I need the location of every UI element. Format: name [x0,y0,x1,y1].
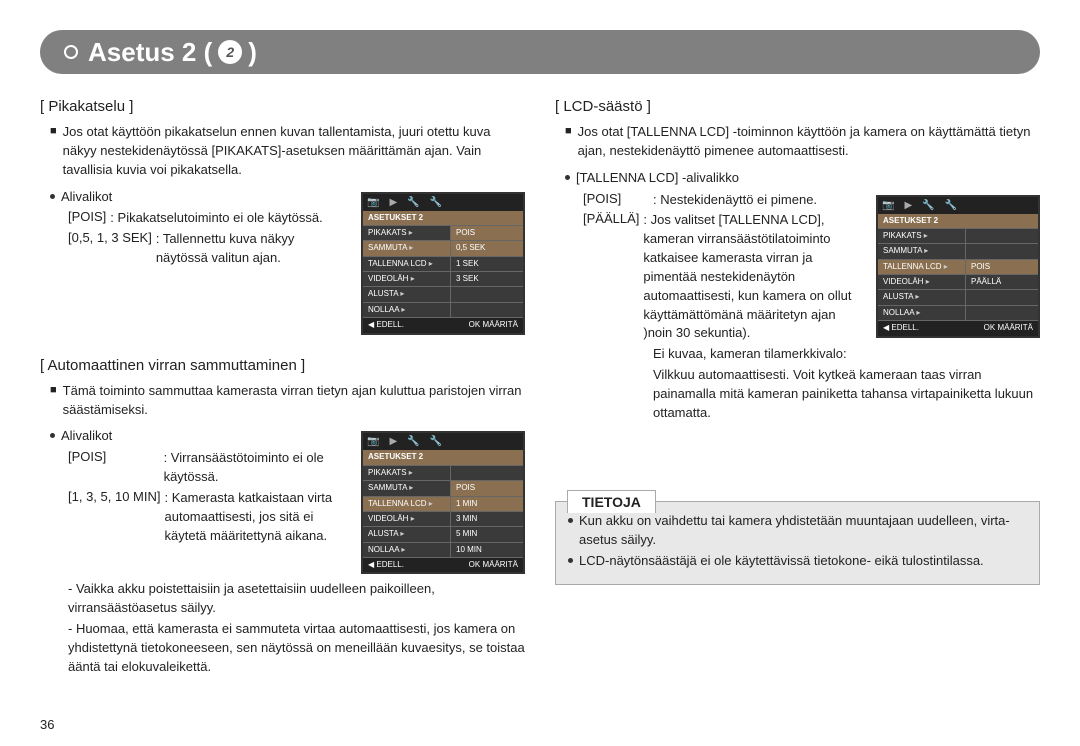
sub-label: Alivalikot [61,427,112,446]
dot-bullet-icon [50,194,55,199]
section-title: [ Pikakatselu ] [40,98,525,115]
dot-bullet-icon [565,175,570,180]
info-bullet: Kun akku on vaihdettu tai kamera yhdiste… [579,512,1027,550]
title-suffix: ) [248,37,257,68]
page-number: 36 [40,717,54,732]
option-label: [1, 3, 5, 10 MIN] [68,489,161,546]
option-desc: : Tallennettu kuva näkyy näytössä valitu… [156,230,349,268]
option-label: [POIS] [68,209,106,228]
dot-bullet-icon [568,558,573,563]
info-box: TIETOJA Kun akku on vaihdettu tai kamera… [555,501,1040,586]
option-label: [POIS] [68,449,160,487]
intro-text: Jos otat [TALLENNA LCD] -toiminnon käytt… [578,123,1040,161]
sub-label: [TALLENNA LCD] -alivalikko [576,169,739,188]
section-title: [ Automaattinen virran sammuttaminen ] [40,357,525,374]
section-title: [ LCD-säästö ] [555,98,1040,115]
square-bullet-icon: ■ [50,125,57,180]
option-desc: : Jos valitset [TALLENNA LCD], kameran v… [643,211,864,343]
intro-text: Tämä toiminto sammuttaa kamerasta virran… [63,382,525,420]
extra-text: Vilkkuu automaattisesti. Voit kytkeä kam… [653,366,1040,423]
option-desc: : Virransäästötoiminto ei ole käytössä. [164,449,349,487]
sub-label: Alivalikot [61,188,112,207]
square-bullet-icon: ■ [565,125,572,161]
info-title: TIETOJA [567,490,656,513]
left-column: [ Pikakatselu ] ■ Jos otat käyttöön pika… [40,92,525,685]
option-desc: : Pikakatselutoiminto ei ole käytössä. [110,209,322,228]
camera-menu-screenshot: 📷▶🔧🔧ASETUKSET 2PIKAKATS ▸SAMMUTA ▸TALLEN… [876,195,1040,338]
info-bullet: LCD-näytönsäästäjä ei ole käytettävissä … [579,552,984,571]
title-prefix: Asetus 2 ( [88,37,212,68]
content-columns: [ Pikakatselu ] ■ Jos otat käyttöön pika… [40,92,1040,685]
camera-menu-screenshot: 📷▶🔧🔧ASETUKSET 2PIKAKATS ▸SAMMUTA ▸POISTA… [361,431,525,574]
dot-bullet-icon [50,433,55,438]
option-label: [0,5, 1, 3 SEK] [68,230,152,268]
intro-text: Jos otat käyttöön pikakatselun ennen kuv… [63,123,525,180]
note-text: - Huomaa, että kamerasta ei sammuteta vi… [68,620,525,677]
gear-icon: 2 [218,40,242,64]
page-title: Asetus 2 ( 2 ) [88,37,257,68]
dot-bullet-icon [568,518,573,523]
extra-text: Ei kuvaa, kameran tilamerkkivalo: [653,345,864,364]
option-label: [POIS] [583,191,649,210]
header-dot [64,45,78,59]
camera-menu-screenshot: 📷▶🔧🔧ASETUKSET 2PIKAKATS ▸POISSAMMUTA ▸0,… [361,192,525,335]
right-column: [ LCD-säästö ] ■ Jos otat [TALLENNA LCD]… [555,92,1040,685]
option-desc: : Nestekidenäyttö ei pimene. [653,191,817,210]
option-desc: : Kamerasta katkaistaan virta automaatti… [165,489,350,546]
square-bullet-icon: ■ [50,384,57,420]
note-text: - Vaikka akku poistettaisiin ja asetetta… [68,580,525,618]
page-header: Asetus 2 ( 2 ) [40,30,1040,74]
option-label: [PÄÄLLÄ] [583,211,639,343]
